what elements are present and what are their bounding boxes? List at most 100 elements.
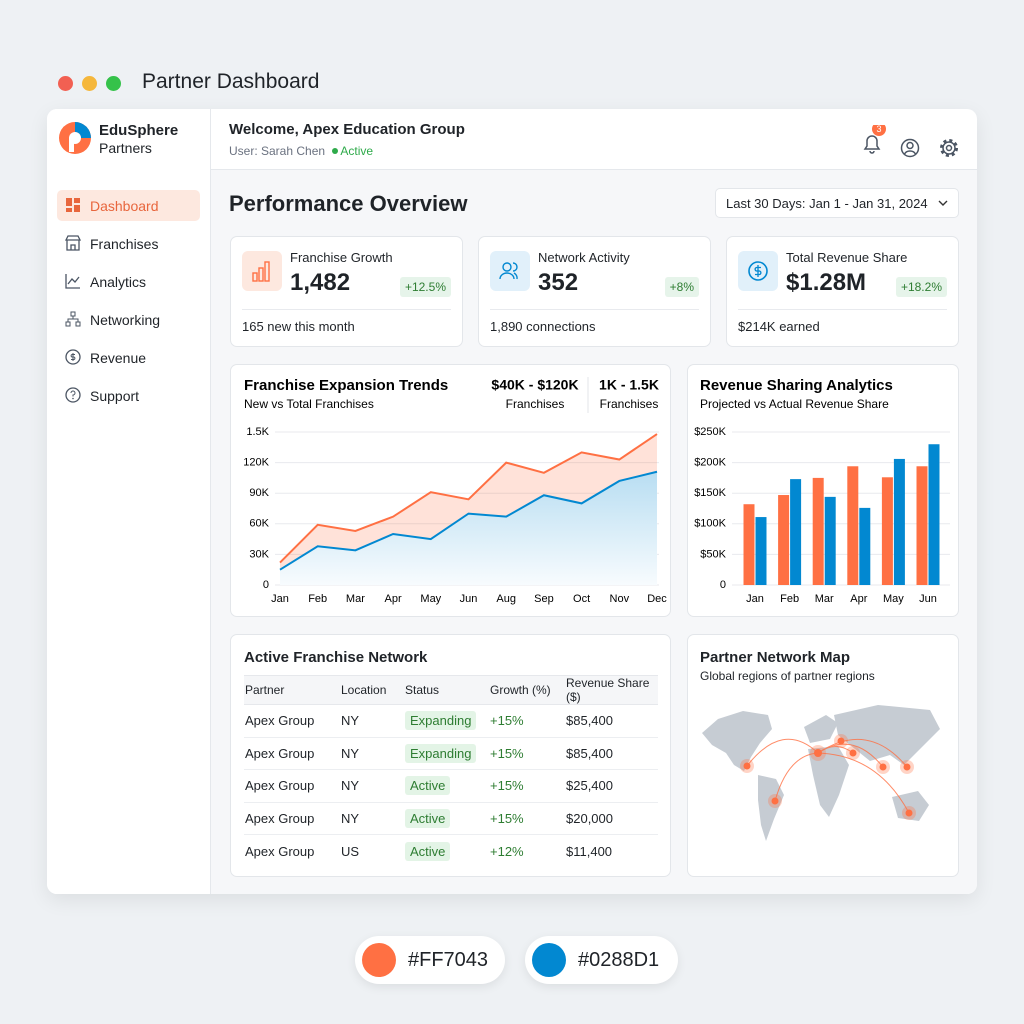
line — [279, 433, 658, 564]
trend-card: Franchise Expansion Trends New vs Total … — [230, 364, 671, 617]
y-tick-label: $100K — [694, 518, 726, 530]
table-cell: Active — [404, 769, 489, 803]
swatch-dot — [532, 943, 566, 977]
decoration — [746, 738, 910, 814]
table-cell: +15% — [489, 704, 565, 738]
kpi-icon — [242, 251, 282, 291]
brand-name: EduSphere — [99, 122, 179, 139]
decoration — [66, 198, 72, 206]
table-cell: $85,400 — [565, 737, 658, 771]
decoration — [252, 272, 258, 282]
decoration — [754, 265, 762, 277]
x-tick-label: Feb — [308, 593, 327, 605]
logo — [59, 122, 91, 154]
x-tick-label: Aug — [496, 593, 516, 605]
decoration — [837, 737, 845, 745]
stat-label: Franchises — [506, 397, 565, 411]
kpi-divider — [242, 309, 451, 310]
table-cell: Expanding — [404, 737, 489, 771]
swatch-dot — [362, 943, 396, 977]
decoration — [65, 321, 71, 327]
x-tick-label: Apr — [385, 593, 402, 605]
kpi-icon-glyph — [748, 261, 768, 281]
table-cell: Apex Group — [244, 769, 340, 803]
nav-item[interactable]: Support — [57, 380, 200, 411]
user-status: Active — [340, 144, 374, 158]
decoration — [804, 715, 838, 743]
bar — [847, 466, 859, 585]
table-cell: Expanding — [404, 704, 489, 738]
table-row: Apex Group NY Expanding +15% $85,400 — [244, 704, 658, 738]
x-tick-label: May — [420, 593, 441, 605]
kpi-change: +18.2% — [895, 277, 947, 297]
kpi-label: Franchise Growth — [290, 250, 393, 265]
sidebar: EduSphere Partners Dashboard Franchises An… — [47, 109, 211, 894]
profile-button[interactable] — [900, 138, 920, 158]
swatch-label: #0288D1 — [578, 948, 660, 971]
nav-label: Networking — [90, 311, 161, 328]
nav-label: Franchises — [90, 235, 159, 252]
y-tick-label: $250K — [694, 426, 726, 438]
table-cell: Active — [404, 802, 489, 836]
decoration — [774, 752, 819, 802]
decoration — [70, 353, 76, 361]
decoration — [702, 711, 772, 771]
window-minimize[interactable] — [82, 76, 97, 91]
status-dot — [332, 148, 339, 154]
settings-button[interactable] — [940, 139, 958, 157]
x-tick-label: Dec — [647, 593, 667, 605]
decoration — [940, 139, 958, 157]
window-title: Partner Dashboard — [142, 70, 320, 93]
nav-item[interactable]: Revenue — [57, 342, 200, 373]
decoration — [849, 749, 857, 757]
notifications-button[interactable]: 3 — [863, 125, 886, 154]
nav-item[interactable]: Franchises — [57, 228, 200, 259]
decoration — [758, 775, 784, 841]
x-tick-label: Oct — [573, 593, 590, 605]
bar-chart: Revenue Sharing Analytics Projected vs A… — [694, 377, 950, 605]
nav-item[interactable]: Dashboard — [57, 190, 200, 221]
table-cell: $20,000 — [565, 802, 658, 836]
color-swatch: #FF7043 — [355, 936, 505, 984]
table-card: Active Franchise Network Partner Location… — [230, 634, 671, 877]
chevron — [938, 200, 948, 206]
table-cell: +12% — [490, 843, 524, 859]
window-close[interactable] — [58, 76, 73, 91]
table-row: Apex Group US Active +12% $11,400 — [244, 835, 658, 868]
table-cell: +15% — [489, 737, 565, 771]
map-title: Partner Network Map — [700, 649, 851, 666]
decoration — [879, 763, 887, 771]
table-cell: +15% — [489, 802, 565, 836]
table-cell: Active — [404, 835, 489, 868]
y-tick-label: $50K — [700, 548, 726, 560]
decoration — [499, 272, 515, 280]
nav-label: Revenue — [90, 349, 147, 366]
page-title: Performance Overview — [229, 191, 468, 216]
date-range-dropdown[interactable]: Last 30 Days: Jan 1 - Jan 31, 2024 — [715, 188, 959, 218]
header-row: Partner Location Status Growth (%) Revenue S… — [244, 675, 658, 705]
bar — [778, 495, 790, 585]
y-tick-label: 0 — [720, 579, 726, 591]
kpi-icon-glyph — [252, 261, 270, 282]
table-cell: NY — [340, 769, 404, 803]
nav-item[interactable]: Analytics — [57, 266, 200, 297]
map-subtitle: Global regions of partner regions — [700, 669, 875, 683]
x-tick-label: May — [883, 593, 904, 605]
nav-item[interactable]: Networking — [57, 304, 200, 335]
y-tick-label: 60K — [249, 518, 269, 530]
decoration — [258, 267, 264, 282]
decoration — [817, 739, 908, 768]
window-maximize[interactable] — [106, 76, 121, 91]
table-cell: Apex Group — [244, 737, 340, 771]
kpi-value: $1.28M — [786, 269, 867, 296]
x-tick-label: Jun — [460, 593, 478, 605]
bar — [824, 496, 836, 585]
y-tick-label: $200K — [694, 457, 726, 469]
decoration — [75, 321, 81, 327]
bar — [812, 477, 824, 585]
decoration — [808, 746, 849, 817]
decoration — [70, 311, 76, 317]
y-tick-label: 90K — [249, 487, 269, 499]
table-cell: $25,400 — [565, 769, 658, 803]
x-tick-label: Feb — [780, 593, 799, 605]
